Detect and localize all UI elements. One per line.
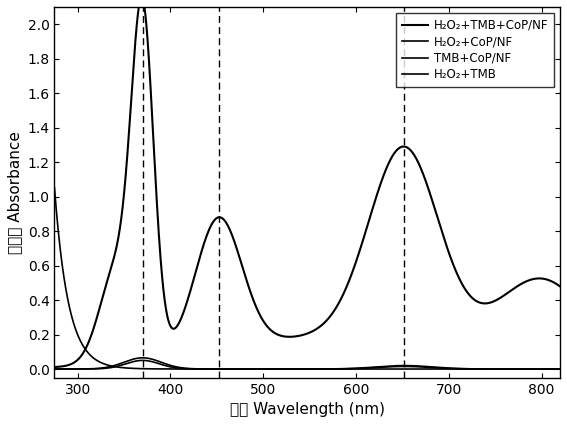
H₂O₂+CoP/NF — [109, 363, 116, 368]
X-axis label: 波长 Wavelength (nm): 波长 Wavelength (nm) — [230, 402, 385, 417]
TMB+CoP/NF — [139, 358, 146, 363]
H₂O₂+TMB — [139, 366, 146, 371]
TMB+CoP/NF — [492, 366, 499, 371]
H₂O₂+CoP/NF — [557, 366, 564, 371]
H₂O₂+TMB+CoP/NF — [136, 4, 142, 9]
H₂O₂+TMB — [547, 366, 553, 371]
H₂O₂+TMB — [557, 366, 564, 371]
H₂O₂+TMB+CoP/NF — [267, 327, 274, 332]
H₂O₂+TMB — [245, 366, 252, 371]
Line: H₂O₂+TMB: H₂O₂+TMB — [54, 188, 560, 369]
H₂O₂+TMB — [51, 185, 58, 190]
H₂O₂+CoP/NF — [547, 366, 554, 371]
H₂O₂+TMB+CoP/NF — [109, 262, 116, 267]
TMB+CoP/NF — [245, 366, 252, 371]
Y-axis label: 吸光度 Absorbance: 吸光度 Absorbance — [7, 131, 22, 254]
H₂O₂+TMB+CoP/NF — [51, 365, 58, 370]
TMB+CoP/NF — [557, 366, 564, 371]
H₂O₂+TMB+CoP/NF — [557, 284, 564, 289]
TMB+CoP/NF — [139, 358, 146, 363]
H₂O₂+CoP/NF — [245, 366, 252, 371]
TMB+CoP/NF — [547, 366, 554, 371]
H₂O₂+TMB+CoP/NF — [492, 298, 499, 303]
H₂O₂+CoP/NF — [139, 355, 146, 360]
H₂O₂+TMB — [492, 366, 499, 371]
H₂O₂+CoP/NF — [139, 355, 146, 360]
H₂O₂+TMB — [109, 364, 116, 369]
H₂O₂+CoP/NF — [267, 366, 274, 371]
Legend: H₂O₂+TMB+CoP/NF, H₂O₂+CoP/NF, TMB+CoP/NF, H₂O₂+TMB: H₂O₂+TMB+CoP/NF, H₂O₂+CoP/NF, TMB+CoP/NF… — [396, 13, 554, 87]
H₂O₂+TMB — [267, 366, 274, 371]
TMB+CoP/NF — [109, 365, 116, 370]
TMB+CoP/NF — [51, 366, 58, 371]
Line: TMB+CoP/NF: TMB+CoP/NF — [54, 360, 560, 369]
Line: H₂O₂+CoP/NF: H₂O₂+CoP/NF — [54, 358, 560, 369]
H₂O₂+TMB+CoP/NF — [139, 4, 146, 9]
H₂O₂+CoP/NF — [51, 366, 58, 371]
Line: H₂O₂+TMB+CoP/NF: H₂O₂+TMB+CoP/NF — [54, 7, 560, 367]
H₂O₂+TMB+CoP/NF — [245, 284, 252, 289]
H₂O₂+CoP/NF — [492, 366, 499, 371]
TMB+CoP/NF — [267, 366, 274, 371]
H₂O₂+TMB+CoP/NF — [547, 278, 554, 283]
